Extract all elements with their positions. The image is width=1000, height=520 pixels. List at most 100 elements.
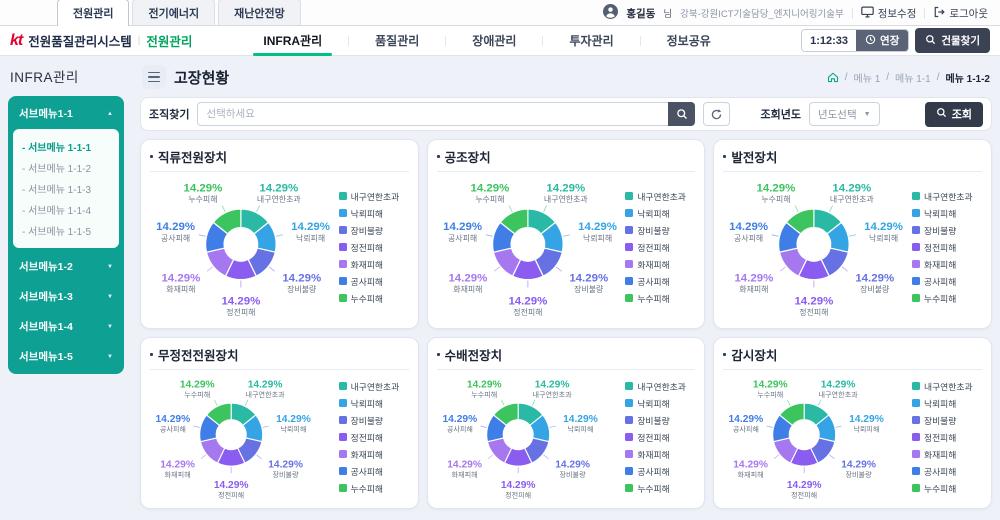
chart-legend: 내구연한초과 낙뢰피해 장비불량 정전피해 화재피해 공사피해 누수피해 bbox=[625, 190, 695, 305]
sidebar-submenu: - 서브메뉴 1-1-1 - 서브메뉴 1-1-2 - 서브메뉴 1-1-3 - 서브… bbox=[13, 129, 119, 248]
org-search-label: 조직찾기 bbox=[149, 109, 190, 121]
sidebar-submenu-item-서브메뉴 1-1-4[interactable]: - 서브메뉴 1-1-4 bbox=[22, 206, 92, 217]
legend-swatch bbox=[625, 192, 634, 200]
sidebar-menu-서브메뉴1-4[interactable]: 서브메뉴1-4 ▼ bbox=[8, 311, 124, 341]
category-label: 공사피해 bbox=[160, 424, 186, 433]
legend-item-화재피해: 화재피해 bbox=[338, 448, 408, 461]
percent-label: 14.29% bbox=[508, 295, 547, 307]
breadcrumb-item-3: 메뉴 1-1-2 bbox=[945, 73, 990, 85]
category-label: 누수피해 bbox=[471, 390, 497, 399]
donut-segment-누수피해 bbox=[785, 208, 815, 235]
nav-item-정보공유[interactable]: 정보공유 bbox=[666, 34, 711, 48]
percent-label: 14.29% bbox=[155, 414, 190, 425]
legend-swatch bbox=[338, 209, 347, 217]
home-icon[interactable] bbox=[827, 71, 839, 83]
sidebar-menu-panel: 서브메뉴1-1 ▲ - 서브메뉴 1-1-1- 서브메뉴 1-1-2- 서브메뉴 1… bbox=[8, 96, 124, 374]
category-label: 누수피해 bbox=[475, 194, 504, 204]
monitor-icon bbox=[860, 6, 874, 21]
body-layout: INFRA관리 서브메뉴1-1 ▲ - 서브메뉴 1-1-1 - 서브메뉴 1-1-2… bbox=[0, 56, 1000, 519]
nav-item-INFRA관리[interactable]: INFRA관리 bbox=[253, 26, 332, 56]
donut-chart-svg: 14.29%내구연한초과14.29%낙뢰피해14.29%장비불량14.29%정전… bbox=[442, 379, 598, 499]
session-timer-group: 1:12:33 연장 bbox=[801, 29, 910, 52]
legend-swatch bbox=[625, 416, 634, 424]
category-label: 낙뢰피해 bbox=[869, 233, 898, 243]
breadcrumb-item-2[interactable]: 메뉴 1-1 bbox=[895, 73, 931, 85]
chart-card-title: 직류전원장치 bbox=[150, 147, 409, 166]
chart-card-title: 발전장치 bbox=[723, 147, 982, 166]
sidebar-menu-서브메뉴1-1[interactable]: 서브메뉴1-1 ▲ bbox=[8, 98, 124, 128]
legend-swatch bbox=[911, 382, 920, 390]
legend-item-공사피해: 공사피해 bbox=[625, 465, 694, 478]
legend-swatch bbox=[625, 277, 634, 285]
legend-item-화재피해: 화재피해 bbox=[625, 448, 694, 461]
search-submit-button[interactable]: 조회 bbox=[924, 101, 983, 127]
bullet-icon bbox=[436, 353, 440, 356]
chart-legend: 내구연한초과 낙뢰피해 장비불량 정전피해 화재피해 공사피해 누수피해 bbox=[338, 380, 409, 495]
donut-chart: 14.29% 내구연한초과 14.29% 낙뢰피해 14.29% 장비불량 14.29% 정전… bbox=[723, 172, 982, 322]
nav-item-장애관리[interactable]: 장애관리 bbox=[472, 34, 517, 48]
edit-info-button[interactable]: 정보수정 bbox=[860, 6, 916, 21]
sidebar-submenu-item-서브메뉴 1-1-1[interactable]: - 서브메뉴 1-1-1 bbox=[22, 143, 92, 154]
tab-전기에너지[interactable]: 전기에너지 bbox=[132, 0, 216, 25]
sidebar-submenu-item-서브메뉴 1-1-3[interactable]: - 서브메뉴 1-1-3 bbox=[22, 185, 92, 196]
tab-재난안전망[interactable]: 재난안전망 bbox=[218, 0, 301, 25]
divider bbox=[723, 171, 982, 172]
breadcrumb-separator: / bbox=[936, 71, 940, 83]
hamburger-menu-button[interactable] bbox=[142, 65, 166, 89]
org-search-button[interactable] bbox=[668, 102, 696, 126]
donut-segment-누수피해 bbox=[205, 402, 232, 427]
percent-label: 14.29% bbox=[500, 480, 535, 491]
percent-label: 14.29% bbox=[833, 182, 872, 194]
category-label: 공사피해 bbox=[733, 424, 759, 433]
system-title: 전원품질관리시스템 bbox=[28, 35, 132, 49]
module-title: 전원관리 bbox=[146, 35, 193, 49]
legend-item-장비불량: 장비불량 bbox=[625, 224, 694, 237]
search-icon bbox=[925, 34, 936, 48]
category-label: 낙뢰피해 bbox=[567, 424, 593, 433]
legend-swatch bbox=[338, 484, 347, 492]
legend-item-누수피해: 누수피해 bbox=[338, 482, 408, 495]
percent-label: 14.29% bbox=[563, 414, 598, 425]
search-icon bbox=[936, 107, 947, 121]
legend-swatch bbox=[625, 243, 634, 251]
category-label: 화재피해 bbox=[740, 284, 769, 294]
year-select[interactable]: 년도선택 ▼ bbox=[808, 102, 880, 126]
clock-refresh-icon bbox=[865, 34, 876, 48]
extend-session-button[interactable]: 연장 bbox=[856, 30, 909, 51]
legend-item-누수피해: 누수피해 bbox=[625, 482, 694, 495]
nav-item-투자관리[interactable]: 투자관리 bbox=[569, 34, 614, 48]
legend-swatch bbox=[625, 484, 634, 492]
chart-card-title: 수배전장치 bbox=[436, 345, 696, 364]
breadcrumb-separator: / bbox=[886, 71, 890, 83]
sidebar-menu-서브메뉴1-5[interactable]: 서브메뉴1-5 ▼ bbox=[8, 341, 124, 371]
tab-전원관리[interactable]: 전원관리 bbox=[57, 0, 130, 26]
category-label: 장비불량 bbox=[574, 284, 604, 294]
legend-item-장비불량: 장비불량 bbox=[338, 414, 408, 427]
org-search-input[interactable] bbox=[197, 102, 669, 126]
legend-item-장비불량: 장비불량 bbox=[911, 414, 981, 427]
percent-label: 14.29% bbox=[156, 221, 195, 233]
sidebar-menu-서브메뉴1-3[interactable]: 서브메뉴1-3 ▼ bbox=[8, 281, 124, 311]
legend-swatch bbox=[338, 416, 347, 424]
logout-button[interactable]: 로그아웃 bbox=[933, 6, 988, 21]
divider bbox=[150, 369, 409, 370]
divider bbox=[445, 35, 447, 46]
bullet-icon bbox=[150, 353, 153, 356]
legend-swatch bbox=[625, 260, 634, 268]
building-search-button[interactable]: 건물찾기 bbox=[915, 28, 990, 53]
percent-label: 14.29% bbox=[268, 460, 303, 471]
percent-label: 14.29% bbox=[864, 221, 903, 233]
breadcrumb-item-1[interactable]: 메뉴 1 bbox=[853, 73, 881, 85]
legend-swatch bbox=[625, 382, 634, 390]
sidebar-submenu-item-서브메뉴 1-1-5[interactable]: - 서브메뉴 1-1-5 bbox=[22, 227, 92, 238]
sidebar-menu-서브메뉴1-2[interactable]: 서브메뉴1-2 ▼ bbox=[8, 251, 124, 281]
nav-item-품질관리[interactable]: 품질관리 bbox=[375, 34, 420, 48]
legend-swatch bbox=[625, 467, 634, 475]
chart-legend: 내구연한초과 낙뢰피해 장비불량 정전피해 화재피해 공사피해 누수피해 bbox=[911, 380, 982, 495]
legend-swatch bbox=[338, 450, 347, 458]
sidebar-submenu-item-서브메뉴 1-1-2[interactable]: - 서브메뉴 1-1-2 bbox=[22, 164, 92, 175]
legend-swatch bbox=[625, 209, 634, 217]
percent-label: 14.29% bbox=[555, 460, 590, 471]
refresh-button[interactable] bbox=[703, 102, 731, 126]
divider bbox=[924, 7, 926, 19]
